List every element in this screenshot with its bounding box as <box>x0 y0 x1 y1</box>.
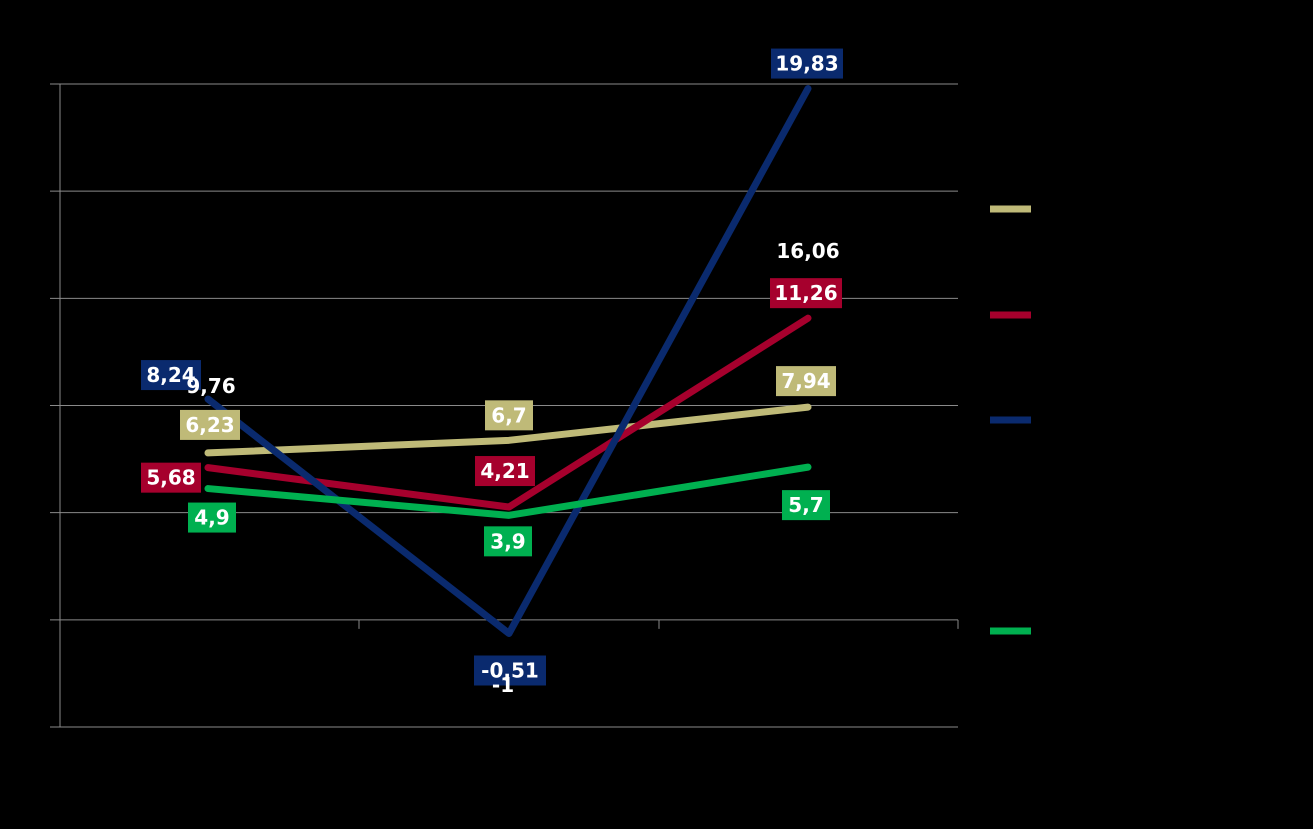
data-label-box <box>770 278 842 309</box>
data-label-box <box>776 366 836 397</box>
data-label-box <box>771 48 843 79</box>
data-label-box <box>180 409 240 440</box>
data-label-box <box>782 490 830 521</box>
data-label: 19,83 <box>775 52 838 76</box>
data-label: 6,23 <box>185 413 234 437</box>
data-label: 4,9 <box>194 506 229 530</box>
data-label: 11,26 <box>774 281 837 305</box>
data-label-box <box>474 655 546 686</box>
data-label-box <box>141 360 201 391</box>
data-label: 4,21 <box>480 459 529 483</box>
data-label: 6,7 <box>491 403 526 427</box>
series-line-3 <box>204 85 812 637</box>
data-labels: 6,23 6,7 7,94 5,68 4,21 11,26 8,24 -0,51 19,83 4,… <box>141 48 843 697</box>
data-label-box <box>141 462 201 493</box>
series-lines <box>204 85 812 637</box>
annotation-label: 9,76 <box>186 374 235 398</box>
data-label-box <box>485 400 533 431</box>
annotation-label: 16,06 <box>776 239 839 263</box>
data-label: 5,68 <box>146 466 195 490</box>
data-label: 3,9 <box>490 529 525 553</box>
series-line-1 <box>204 403 812 457</box>
annotation-label: -1 <box>492 673 514 697</box>
data-label: 5,7 <box>788 493 823 517</box>
data-label-box <box>484 526 532 557</box>
data-label: 8,24 <box>146 363 195 387</box>
data-label: 7,94 <box>781 369 830 393</box>
series-line-4 <box>204 463 812 519</box>
data-label-box <box>475 456 535 487</box>
data-label-box <box>188 502 236 533</box>
data-label: -0,51 <box>481 658 539 682</box>
legend <box>990 205 1031 635</box>
